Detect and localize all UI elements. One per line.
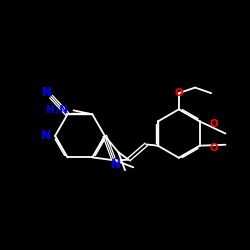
Text: H₂N: H₂N — [46, 105, 68, 115]
Text: O: O — [174, 88, 183, 98]
Text: N: N — [41, 130, 51, 142]
Text: O: O — [210, 143, 218, 153]
Text: N: N — [42, 86, 52, 99]
Text: O: O — [210, 120, 218, 130]
Text: N: N — [110, 158, 120, 171]
